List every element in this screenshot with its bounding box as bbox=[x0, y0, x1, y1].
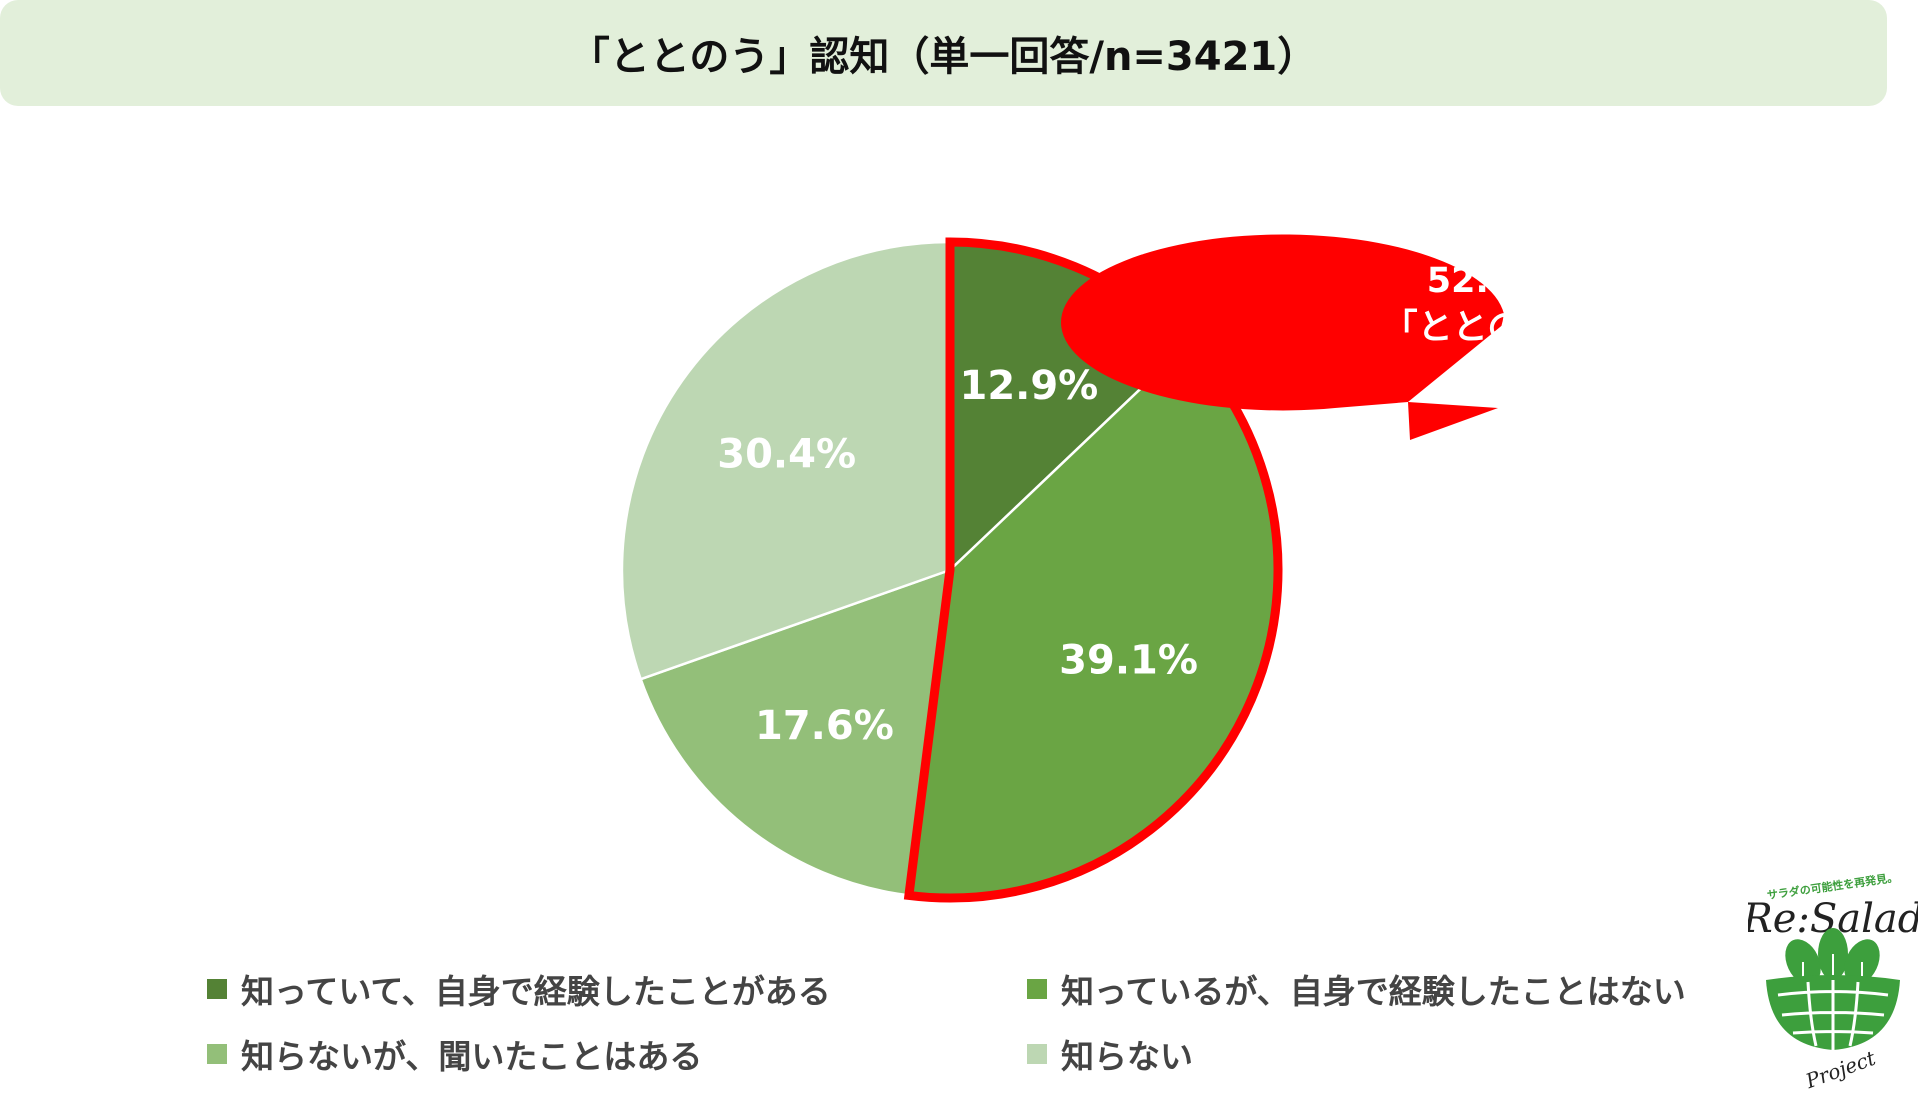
callout-bubble bbox=[1061, 234, 1506, 440]
slice-value-label: 30.4% bbox=[717, 431, 856, 477]
slice-value-label: 17.6% bbox=[755, 703, 894, 749]
callout-line-2: 「ととのう」を bbox=[1382, 308, 1628, 348]
pie-slice bbox=[620, 240, 952, 681]
re-salad-project-logo: サラダの可能性を再発見。 Re:Salad Project bbox=[1748, 870, 1918, 1090]
chart-title-bar: 「ととのう」認知（単一回答/n=3421） bbox=[0, 0, 1887, 106]
logo-sub: Project bbox=[1802, 1045, 1880, 1090]
callout-line-1: 52.0%が bbox=[1426, 261, 1584, 301]
slice-value-label: 12.9% bbox=[959, 363, 1098, 409]
pie-slice bbox=[639, 568, 952, 897]
highlight-outline bbox=[903, 237, 1283, 903]
slice-value-label: 39.1% bbox=[1059, 637, 1198, 683]
callout-text: 52.0%が 「ととのう」を 認知 bbox=[1285, 258, 1725, 399]
callout-line-3: 認知 bbox=[1469, 355, 1540, 395]
chart-title: 「ととのう」認知（単一回答/n=3421） bbox=[569, 34, 1318, 80]
